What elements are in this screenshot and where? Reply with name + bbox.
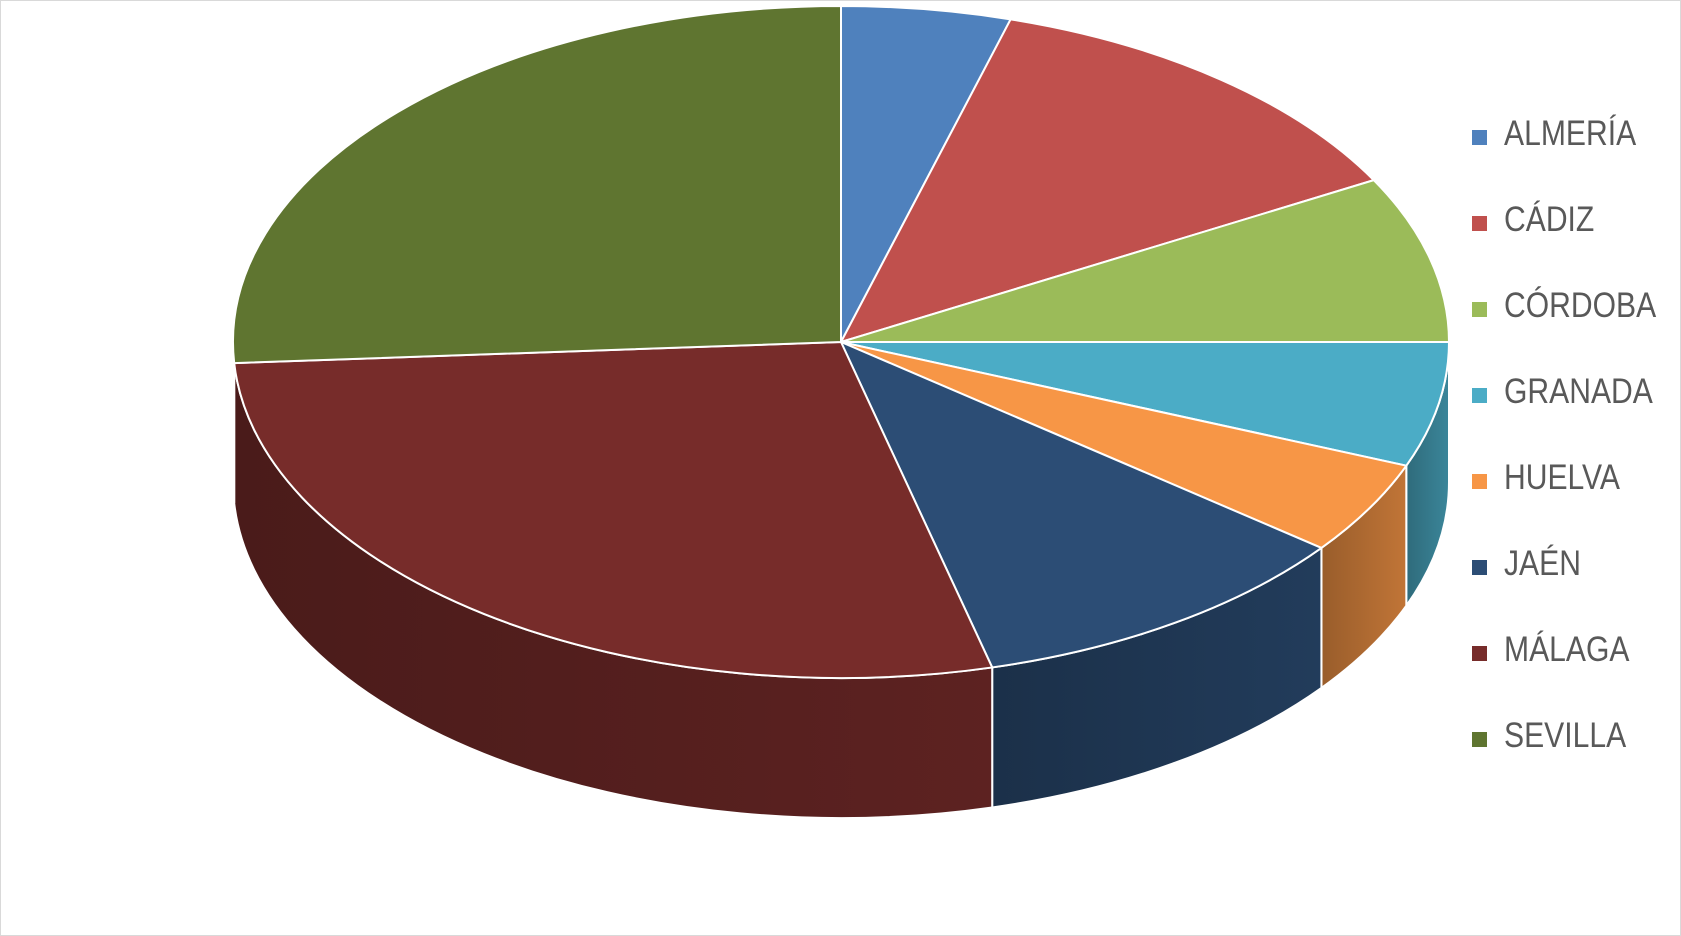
pie-tops-group bbox=[232, 5, 1450, 679]
legend-label: ALMERÍA bbox=[1504, 114, 1637, 153]
legend-label: GRANADA bbox=[1504, 372, 1653, 411]
pie-slice-cadiz bbox=[840, 18, 1375, 343]
legend-item-huelva: HUELVA bbox=[1472, 454, 1677, 540]
pie-slice-cordoba bbox=[840, 179, 1450, 343]
legend-item-jaen: JAÉN bbox=[1472, 540, 1677, 626]
legend-item-cordoba: CÓRDOBA bbox=[1472, 282, 1677, 368]
legend-item-almeria: ALMERÍA bbox=[1472, 110, 1677, 196]
legend-swatch bbox=[1472, 646, 1487, 661]
legend-swatch bbox=[1472, 388, 1487, 403]
pie-slice-granada bbox=[840, 341, 1450, 467]
legend-label: CÁDIZ bbox=[1504, 200, 1595, 239]
pie-slice-malaga bbox=[233, 341, 994, 679]
legend-item-cadiz: CÁDIZ bbox=[1472, 196, 1677, 282]
legend-swatch bbox=[1472, 130, 1487, 145]
legend-item-sevilla: SEVILLA bbox=[1472, 712, 1677, 798]
legend-label: MÁLAGA bbox=[1504, 630, 1630, 669]
pie-slice-jaen bbox=[840, 341, 1323, 669]
legend-item-granada: GRANADA bbox=[1472, 368, 1677, 454]
legend-label: HUELVA bbox=[1504, 458, 1620, 497]
legend-label: SEVILLA bbox=[1504, 716, 1627, 755]
pie-slice-sevilla bbox=[232, 5, 842, 365]
legend-swatch bbox=[1472, 474, 1487, 489]
legend-swatch bbox=[1472, 302, 1487, 317]
pie-slice-almeria bbox=[840, 5, 1012, 343]
pie-sides-group bbox=[232, 341, 1450, 819]
legend-label: JAÉN bbox=[1504, 544, 1581, 583]
legend-label: CÓRDOBA bbox=[1504, 286, 1657, 325]
legend-swatch bbox=[1472, 732, 1487, 747]
pie-slice-huelva bbox=[840, 341, 1408, 549]
legend-swatch bbox=[1472, 560, 1487, 575]
legend: ALMERÍA CÁDIZ CÓRDOBA GRANADA HUELVA JAÉN MÁLA… bbox=[1472, 110, 1677, 798]
legend-swatch bbox=[1472, 216, 1487, 231]
legend-item-malaga: MÁLAGA bbox=[1472, 626, 1677, 712]
